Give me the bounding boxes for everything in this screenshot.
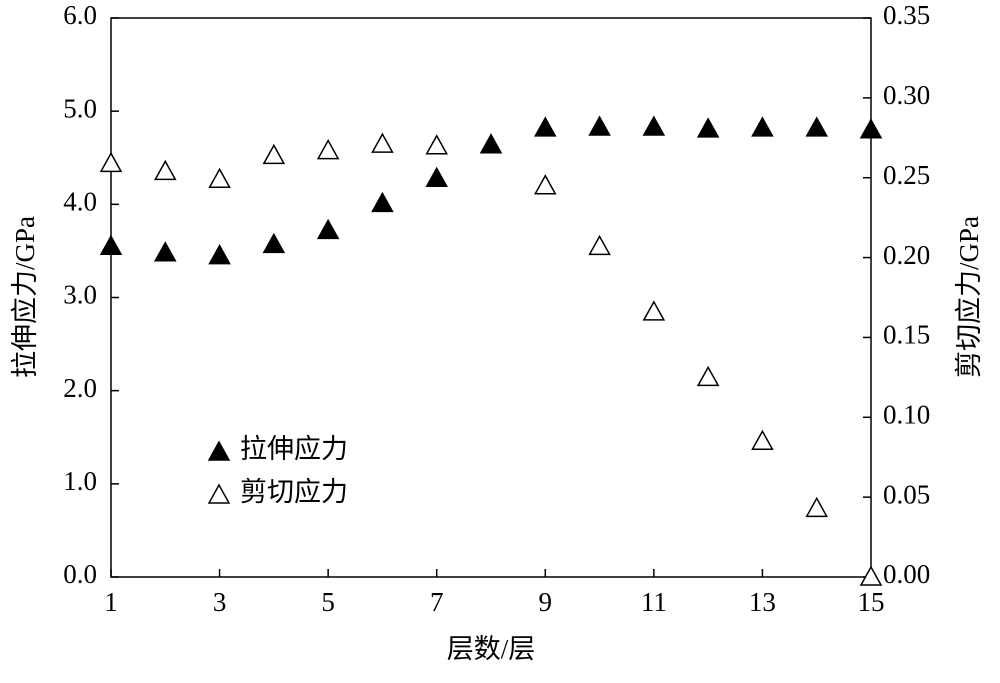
- marker: [751, 429, 774, 450]
- y2-tick-label: 0.25: [883, 160, 930, 190]
- x-axis-label: 层数/层: [447, 634, 536, 664]
- x-tick-label: 9: [539, 587, 553, 617]
- marker: [805, 116, 828, 137]
- y2-tick-label: 0.05: [883, 479, 930, 509]
- y-tick-label: 3.0: [63, 280, 97, 310]
- marker: [751, 116, 774, 137]
- plot-frame: [110, 17, 872, 578]
- marker: [99, 151, 123, 173]
- y2-axis-label: 剪切应力/GPa: [954, 216, 984, 378]
- marker: [859, 565, 883, 586]
- y2-tick-label: 0.10: [883, 399, 930, 429]
- marker: [262, 232, 286, 254]
- marker: [642, 115, 666, 136]
- marker: [696, 365, 720, 387]
- x-tick-label: 1: [104, 587, 118, 617]
- x-tick-label: 7: [430, 587, 444, 617]
- marker: [316, 139, 340, 160]
- marker: [371, 191, 394, 213]
- legend-marker: [207, 483, 231, 504]
- y-tick-label: 0.0: [63, 559, 97, 589]
- marker: [425, 134, 448, 155]
- y2-tick-label: 0.20: [883, 240, 930, 270]
- marker: [316, 218, 340, 240]
- legend-label: 剪切应力: [240, 477, 348, 507]
- marker: [859, 118, 883, 139]
- marker: [262, 143, 286, 165]
- marker: [588, 115, 611, 136]
- marker: [371, 132, 394, 153]
- x-tick-label: 5: [321, 587, 335, 617]
- marker: [588, 234, 611, 256]
- marker: [479, 133, 503, 154]
- y-tick-label: 5.0: [63, 93, 97, 123]
- marker: [154, 241, 177, 262]
- x-tick-label: 13: [749, 587, 776, 617]
- marker: [696, 117, 720, 138]
- legend-label: 拉伸应力: [240, 434, 348, 464]
- marker: [534, 116, 557, 137]
- marker: [805, 496, 828, 518]
- y2-tick-label: 0.15: [883, 320, 930, 350]
- legend-marker: [207, 440, 231, 461]
- y2-tick-label: 0.00: [883, 559, 930, 589]
- x-tick-label: 11: [641, 587, 667, 617]
- marker: [208, 167, 231, 189]
- marker: [99, 234, 123, 256]
- marker: [425, 166, 448, 187]
- x-tick-label: 3: [213, 587, 227, 617]
- y-tick-label: 4.0: [63, 187, 97, 217]
- y2-tick-label: 0.35: [883, 0, 930, 30]
- marker: [154, 159, 177, 181]
- y-axis-label: 拉伸应力/GPa: [10, 216, 40, 378]
- y-tick-label: 6.0: [63, 0, 97, 30]
- y2-tick-label: 0.30: [883, 80, 930, 110]
- marker: [642, 300, 666, 321]
- marker: [534, 174, 557, 195]
- x-tick-label: 15: [858, 587, 885, 617]
- marker: [208, 244, 231, 265]
- y-tick-label: 2.0: [63, 373, 97, 403]
- y-tick-label: 1.0: [63, 466, 97, 496]
